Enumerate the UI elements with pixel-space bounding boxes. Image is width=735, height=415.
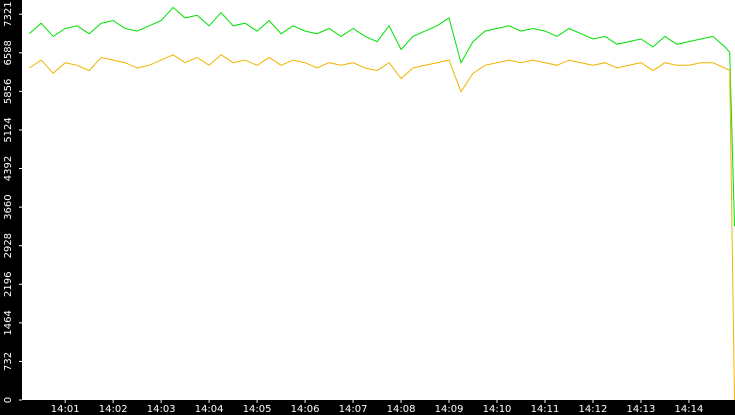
x-tick-label: 14:01 — [51, 404, 80, 415]
x-tick-label: 14:03 — [147, 404, 176, 415]
x-tick-label: 14:14 — [675, 404, 704, 415]
y-tick-label: 2928 — [3, 233, 14, 258]
y-tick-label: 7321 — [3, 1, 14, 26]
x-tick-label: 14:08 — [387, 404, 416, 415]
x-tick-label: 14:10 — [483, 404, 512, 415]
series-line — [28, 6, 735, 227]
y-tick-label: 6588 — [3, 40, 14, 65]
plot-area — [22, 0, 735, 400]
y-tick-label: 732 — [3, 352, 14, 371]
x-tick-label: 14:09 — [435, 404, 464, 415]
x-tick-label: 14:06 — [291, 404, 320, 415]
x-tick-label: 14:07 — [339, 404, 368, 415]
series-line — [28, 54, 735, 401]
y-tick-label: 0 — [3, 397, 14, 403]
x-tick-label: 14:11 — [531, 404, 560, 415]
y-tick-label: 5124 — [3, 117, 14, 142]
x-tick-label: 14:12 — [579, 404, 608, 415]
y-tick-label: 5856 — [3, 79, 14, 104]
x-tick-label: 14:02 — [99, 404, 128, 415]
y-tick-label: 3660 — [3, 194, 14, 219]
y-tick-label: 1464 — [3, 310, 14, 335]
x-tick-label: 14:04 — [195, 404, 224, 415]
x-tick-label: 14:13 — [627, 404, 656, 415]
y-tick-label: 2196 — [3, 272, 14, 297]
x-tick-label: 14:05 — [243, 404, 272, 415]
y-tick-label: 4392 — [3, 156, 14, 181]
